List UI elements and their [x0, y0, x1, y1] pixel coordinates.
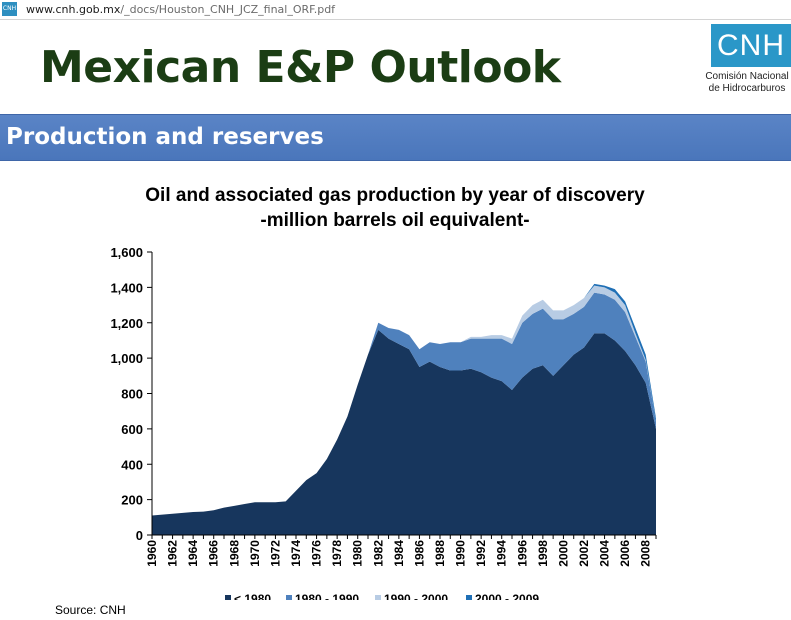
x-tick-label: 1972	[268, 540, 282, 567]
logo-caption: Comisión Nacional de Hidrocarburos	[703, 71, 791, 95]
x-tick-label: 2004	[598, 540, 612, 567]
legend-label-2: 1980 - 1990	[295, 592, 359, 600]
x-tick-label: 1986	[412, 540, 426, 567]
section-title: Production and reserves	[6, 124, 324, 150]
legend-swatch-1	[225, 595, 231, 600]
x-tick-label: 2006	[618, 540, 632, 567]
y-tick-label: 800	[121, 387, 143, 402]
y-tick-label: 1,000	[110, 351, 143, 366]
x-tick-label: 1962	[166, 540, 180, 567]
x-tick-label: 1998	[536, 540, 550, 567]
x-tick-label: 1976	[310, 540, 324, 567]
production-chart: Oil and associated gas production by yea…	[110, 185, 657, 600]
x-tick-label: 1966	[207, 540, 221, 567]
legend-swatch-3	[375, 595, 381, 600]
legend-swatch-2	[286, 595, 292, 600]
x-tick-label: 1990	[454, 540, 468, 567]
area-series-1	[152, 329, 656, 535]
favicon-icon: CNH	[2, 2, 17, 16]
x-tick-label: 1960	[145, 540, 159, 567]
x-tick-label: 2008	[639, 540, 653, 567]
y-tick-label: 400	[121, 457, 143, 472]
x-tick-label: 1982	[371, 540, 385, 567]
x-tick-label: 1994	[495, 540, 509, 567]
legend-label-4: 2000 - 2009	[475, 592, 539, 600]
legend-label-1: < 1980	[234, 592, 271, 600]
logo-caption-line2: de Hidrocarburos	[708, 83, 786, 94]
chart-title: Oil and associated gas production by yea…	[145, 185, 645, 206]
x-tick-label: 1974	[289, 540, 303, 567]
address-bar[interactable]: CNH www.cnh.gob.mx/_docs/Houston_CNH_JCZ…	[0, 0, 791, 20]
x-tick-label: 1996	[515, 540, 529, 567]
x-tick-label: 2000	[556, 540, 570, 567]
y-tick-label: 1,400	[110, 280, 143, 295]
y-tick-label: 600	[121, 422, 143, 437]
x-tick-label: 1968	[227, 540, 241, 567]
url-path: /_docs/Houston_CNH_JCZ_final_ORF.pdf	[120, 3, 336, 16]
cnh-logo: CNH	[711, 24, 791, 67]
x-tick-label: 1964	[186, 540, 200, 567]
section-header-bar: Production and reserves	[0, 114, 791, 161]
x-tick-label: 1978	[330, 540, 344, 567]
source-note: Source: CNH	[55, 603, 126, 617]
area-series-2	[152, 292, 656, 516]
x-tick-label: 1988	[433, 540, 447, 567]
logo-caption-line1: Comisión Nacional	[705, 71, 789, 82]
url-domain: www.cnh.gob.mx	[26, 3, 121, 16]
slide-title: Mexican E&P Outlook	[40, 42, 561, 93]
y-tick-label: 1,200	[110, 316, 143, 331]
legend-label-3: 1990 - 2000	[384, 592, 448, 600]
x-tick-label: 1980	[351, 540, 365, 567]
y-tick-label: 200	[121, 493, 143, 508]
legend-swatch-4	[466, 595, 472, 600]
y-tick-label: 0	[136, 528, 143, 543]
y-tick-label: 1,600	[110, 245, 143, 260]
x-tick-label: 2002	[577, 540, 591, 567]
x-tick-label: 1984	[392, 540, 406, 567]
x-tick-label: 1970	[248, 540, 262, 567]
chart-subtitle: -million barrels oil equivalent-	[260, 210, 529, 231]
url-text[interactable]: www.cnh.gob.mx/_docs/Houston_CNH_JCZ_fin…	[26, 3, 335, 16]
x-tick-label: 1992	[474, 540, 488, 567]
